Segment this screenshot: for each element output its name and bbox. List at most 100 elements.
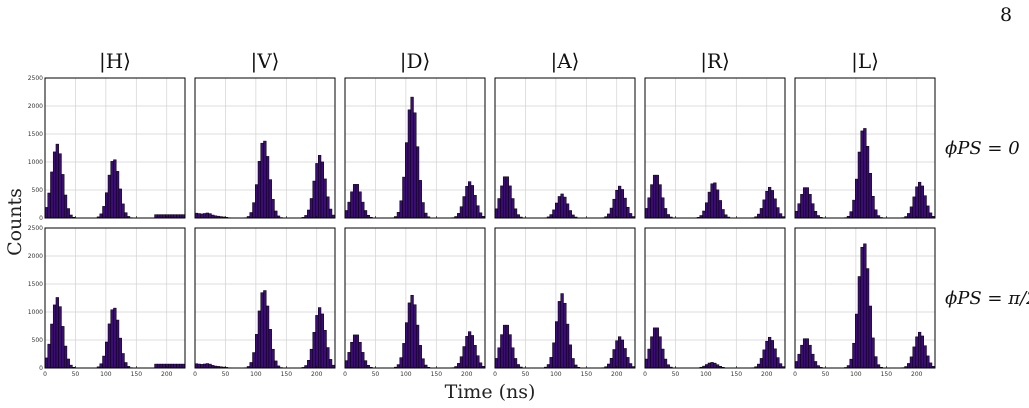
histogram-bar <box>765 340 769 369</box>
histogram-bar <box>808 344 812 369</box>
histogram-bar <box>50 323 54 369</box>
histogram-bar <box>260 142 264 219</box>
y-tick-label: 2000 <box>28 103 43 110</box>
histogram-bar <box>358 191 362 219</box>
panel-frame <box>794 227 936 369</box>
histogram-bar <box>326 196 330 219</box>
histogram-bar <box>863 128 867 219</box>
histogram-bar <box>770 340 774 369</box>
histogram-bar <box>105 192 109 219</box>
column-title: |L⟩ <box>851 49 879 74</box>
x-tick-label: 200 <box>761 371 773 378</box>
x-tick-label: 100 <box>550 371 562 378</box>
histogram-bar <box>860 130 864 219</box>
histogram-bar <box>612 349 616 369</box>
histogram-bar <box>652 174 657 219</box>
histogram-bar <box>926 205 930 219</box>
histogram-bar <box>265 305 270 369</box>
histogram-bar <box>557 301 561 369</box>
histogram-bar <box>268 329 272 369</box>
histogram-bar <box>170 214 174 219</box>
histogram-bar <box>309 348 314 369</box>
histogram-bar <box>811 203 815 219</box>
histogram-bar <box>805 338 809 369</box>
histogram-bar <box>647 348 651 369</box>
histogram-bar <box>918 181 922 219</box>
histogram-bar <box>705 202 709 219</box>
histogram-bar <box>513 208 518 219</box>
histogram-bar <box>396 364 401 369</box>
histogram-bar <box>702 210 706 219</box>
y-tick-label: 500 <box>32 337 44 344</box>
histogram-bar <box>778 363 783 369</box>
x-tick-label: 100 <box>400 371 412 378</box>
histogram-bar <box>110 161 114 219</box>
histogram-bar <box>318 155 322 219</box>
histogram-bar <box>928 362 933 369</box>
histogram-bar <box>58 306 62 369</box>
histogram-bar <box>410 294 414 369</box>
histogram-bar <box>176 363 180 369</box>
histogram-bar <box>473 345 477 369</box>
histogram-bar <box>465 186 469 219</box>
histogram-bar <box>511 347 515 369</box>
x-tick-label: 0 <box>493 371 497 378</box>
histogram-bar <box>565 323 570 369</box>
histogram-bar <box>162 214 166 219</box>
histogram-bar <box>457 213 461 219</box>
panel-frame <box>494 77 636 219</box>
histogram-bar <box>47 343 51 369</box>
histogram-bar <box>202 213 207 219</box>
histogram-bar <box>168 363 172 369</box>
histogram-bar <box>502 176 507 219</box>
histogram-bar <box>552 209 556 219</box>
histogram-bar <box>154 214 158 219</box>
histogram-bar <box>323 330 327 369</box>
y-tick-label: 1500 <box>28 131 43 138</box>
histogram-bar <box>328 359 333 369</box>
histogram-bar <box>50 171 54 219</box>
y-tick-label: 0 <box>39 365 43 372</box>
histogram-bar <box>208 363 212 369</box>
histogram-bar <box>200 364 204 369</box>
histogram-bar <box>415 146 420 219</box>
histogram-bar <box>663 358 668 369</box>
panel-frame <box>644 227 786 369</box>
panel-frame <box>194 77 336 219</box>
histogram-bar <box>102 355 106 369</box>
histogram-bar <box>759 358 764 369</box>
histogram-bar <box>200 213 204 219</box>
histogram-bar <box>358 341 362 369</box>
histogram-bar <box>560 293 564 369</box>
histogram-bar <box>609 357 614 369</box>
x-tick-label: 50 <box>522 371 530 378</box>
histogram-bar <box>55 143 59 219</box>
histogram-bar <box>459 356 464 369</box>
histogram-bar <box>99 213 103 219</box>
histogram-bar <box>658 184 662 219</box>
histogram-bar <box>350 191 354 219</box>
histogram-bar <box>154 363 158 369</box>
histogram-bar <box>568 210 572 219</box>
histogram-bar <box>552 342 556 369</box>
histogram-bar <box>309 198 314 219</box>
histogram-bar <box>255 334 259 369</box>
histogram-bar <box>555 202 559 219</box>
histogram-bar <box>173 214 177 219</box>
histogram-bar <box>257 310 261 369</box>
histogram-bar <box>407 302 411 369</box>
histogram-bar <box>710 362 714 369</box>
histogram-bar <box>157 214 161 219</box>
histogram-bar <box>626 357 630 369</box>
histogram-bar <box>363 210 368 219</box>
histogram-bar <box>468 331 472 369</box>
histogram-bar <box>197 363 201 369</box>
histogram-bar <box>762 349 766 369</box>
histogram-bar <box>500 185 504 219</box>
histogram-bar <box>399 200 403 219</box>
histogram-bar <box>865 268 870 369</box>
histogram-bar <box>852 342 856 369</box>
x-tick-label: 200 <box>911 371 923 378</box>
histogram-bar <box>363 360 368 369</box>
histogram-bar <box>271 348 275 369</box>
